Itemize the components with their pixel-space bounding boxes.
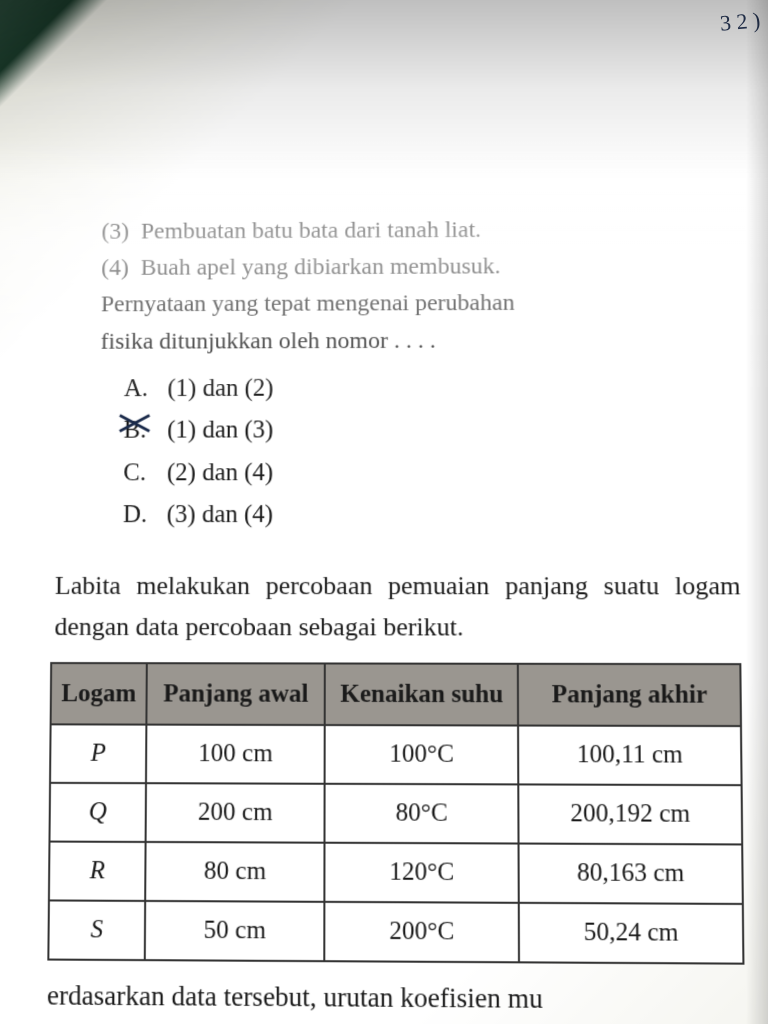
option-text: (3) dan (4) (167, 501, 274, 528)
textbook-page: (3) Pembuatan batu bata dari tanah liat.… (0, 5, 768, 1024)
statement-num: (3) (101, 219, 129, 245)
cell-awal: 50 cm (145, 901, 325, 961)
cell-akhir: 100,11 cm (519, 726, 742, 786)
cell-logam: S (48, 901, 145, 961)
cell-suhu: 100°C (325, 725, 519, 784)
cell-suhu: 120°C (325, 843, 519, 903)
cell-akhir: 200,192 cm (519, 785, 742, 845)
cell-akhir: 80,163 cm (519, 844, 743, 904)
expansion-data-table: Logam Panjang awal Kenaikan suhu Panjang… (47, 662, 744, 965)
option-c: C. (2) dan (4) (123, 451, 739, 494)
cell-logam: Q (49, 783, 146, 842)
question-1-block: (3) Pembuatan batu bata dari tanah liat.… (51, 211, 740, 537)
cell-awal: 200 cm (146, 783, 325, 843)
col-kenaikan-suhu: Kenaikan suhu (325, 663, 518, 725)
cell-logam: R (49, 842, 146, 901)
statement-4: (4) Buah apel yang dibiarkan membusuk. (101, 248, 737, 287)
statement-text: Pembuatan batu bata dari tanah liat. (141, 217, 481, 244)
cell-awal: 80 cm (145, 842, 325, 902)
table-row: Q 200 cm 80°C 200,192 cm (49, 783, 742, 845)
table-row: S 50 cm 200°C 50,24 cm (48, 901, 743, 964)
option-letter: C. (123, 452, 159, 494)
option-text: (2) dan (4) (167, 459, 273, 486)
table-body: P 100 cm 100°C 100,11 cm Q 200 cm 80°C 2… (48, 725, 743, 964)
cell-logam: P (50, 725, 146, 784)
cell-suhu: 200°C (325, 902, 520, 962)
option-d: D. (3) dan (4) (123, 494, 740, 537)
option-letter: A. (124, 368, 160, 410)
option-letter: D. (123, 494, 159, 536)
option-text: (1) dan (2) (167, 375, 273, 402)
option-a: A. (1) dan (2) (124, 366, 739, 410)
statement-text: Buah apel yang dibiarkan membusuk. (141, 254, 501, 281)
question-2-intro: Labita melakukan percobaan pemuaian panj… (50, 565, 741, 649)
option-text: (1) dan (3) (167, 417, 273, 444)
statement-3: (3) Pembuatan batu bata dari tanah liat. (101, 211, 737, 251)
cell-akhir: 50,24 cm (519, 903, 743, 964)
answer-options: A. (1) dan (2) B. (1) dan (3) C. (2) dan… (99, 366, 740, 536)
table-header-row: Logam Panjang awal Kenaikan suhu Panjang… (51, 663, 741, 726)
col-panjang-akhir: Panjang akhir (518, 664, 741, 727)
table-row: R 80 cm 120°C 80,163 cm (49, 842, 743, 904)
statement-num: (4) (101, 255, 129, 281)
cell-awal: 100 cm (146, 725, 325, 784)
question-2-footer: erdasarkan data tersebut, urutan koefisi… (47, 975, 745, 1021)
prompt-line-1: Pernyataan yang tepat mengenai perubahan (101, 285, 738, 324)
cell-suhu: 80°C (325, 784, 519, 844)
table-row: P 100 cm 100°C 100,11 cm (50, 725, 742, 786)
option-letter: B. (123, 410, 159, 452)
prompt-line-2: fisika ditunjukkan oleh nomor . . . . (100, 322, 738, 361)
col-panjang-awal: Panjang awal (146, 663, 325, 725)
option-b: B. (1) dan (3) (123, 409, 739, 452)
col-logam: Logam (51, 663, 147, 725)
